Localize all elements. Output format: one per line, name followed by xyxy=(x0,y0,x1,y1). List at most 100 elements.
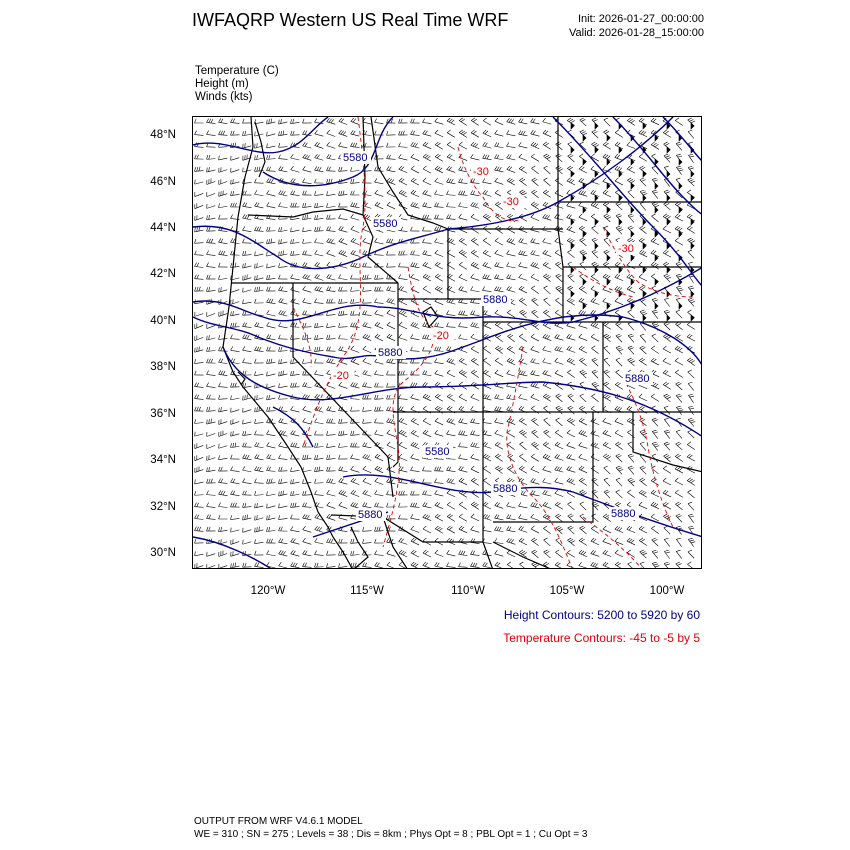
wind-barb-feather xyxy=(567,129,572,133)
wind-barb-feather xyxy=(495,201,500,205)
wind-barb-feather xyxy=(690,479,695,484)
wind-barb-feather xyxy=(472,178,476,183)
wind-barb xyxy=(218,157,228,161)
wind-barb-feather xyxy=(434,393,439,397)
wind-barb-feather xyxy=(532,478,536,483)
wind-barb-feather xyxy=(352,502,356,507)
wind-barb xyxy=(422,565,431,568)
wind-barb-feather xyxy=(494,309,499,314)
wind-barb-feather xyxy=(471,369,476,373)
wind-barb xyxy=(326,434,336,436)
wind-barb-feather xyxy=(666,157,672,160)
wind-barb xyxy=(555,432,563,438)
wind-barb xyxy=(242,362,252,364)
wind-barb-feather xyxy=(386,177,390,182)
wind-barb xyxy=(530,276,540,282)
wind-barb xyxy=(290,218,300,220)
wind-barb-feather xyxy=(266,166,269,171)
wind-barb xyxy=(362,290,372,292)
wind-barb-feather xyxy=(232,238,236,243)
wind-barb-feather xyxy=(314,358,317,364)
wind-barb-feather xyxy=(494,262,498,267)
wind-barb xyxy=(302,314,312,316)
wind-barb-feather xyxy=(386,382,389,388)
wind-barb xyxy=(446,492,456,498)
wind-barb-feather xyxy=(316,154,320,159)
wind-barb-feather xyxy=(498,348,503,352)
wind-barb-feather xyxy=(198,526,202,532)
wind-barb-feather xyxy=(518,213,523,217)
wind-barb-feather xyxy=(555,285,560,289)
wind-barb-feather xyxy=(302,490,305,496)
wind-barb xyxy=(530,121,540,125)
wind-barb-feather xyxy=(304,322,307,328)
wind-barb-feather xyxy=(603,489,609,492)
wind-barb-feather xyxy=(639,285,644,289)
wind-barb-feather xyxy=(640,406,645,411)
wind-barb xyxy=(254,541,264,545)
weather-map[interactable]: 5580 5580 5580 5880 5880 5880 5880 5880 5880 -30-… xyxy=(192,116,702,569)
wind-barb-feather xyxy=(458,334,462,339)
wind-barb-feather xyxy=(689,407,695,410)
wind-barb-feather xyxy=(400,286,404,291)
wind-barb-feather xyxy=(278,274,281,280)
wind-barb-feather xyxy=(390,358,394,364)
wind-barb-feather xyxy=(458,273,463,278)
height-contour-label-bg xyxy=(623,372,653,385)
wind-barb-feather xyxy=(675,501,680,505)
wind-barb-feather xyxy=(338,551,340,556)
wind-barb-feather xyxy=(629,335,634,338)
wind-barb-feather xyxy=(592,322,597,327)
wind-barb-feather xyxy=(376,466,381,471)
wind-barb-flag xyxy=(690,194,695,202)
wind-barb xyxy=(362,228,372,234)
wind-barb-feather xyxy=(530,201,535,205)
wind-barb xyxy=(518,505,528,509)
wind-barb-feather xyxy=(402,250,405,256)
wind-barb-feather xyxy=(665,443,670,446)
wind-barb-feather xyxy=(590,189,594,194)
wind-barb xyxy=(554,444,564,450)
wind-barb xyxy=(242,265,252,269)
wind-barb-feather xyxy=(366,394,369,400)
wind-barb-feather xyxy=(532,502,536,507)
wind-barb xyxy=(206,254,216,256)
wind-barb xyxy=(494,564,503,568)
wind-barb-feather xyxy=(664,537,669,540)
wind-barb-feather xyxy=(278,526,281,532)
wind-barb-feather xyxy=(208,478,211,484)
wind-barb-feather xyxy=(328,238,332,243)
wind-barb-flag xyxy=(630,254,635,262)
wind-barb-feather xyxy=(294,382,297,388)
wind-barb-feather xyxy=(376,454,381,459)
wind-barb-feather xyxy=(458,190,461,195)
wind-barb-feather xyxy=(530,250,534,255)
wind-barb-feather xyxy=(508,466,514,470)
wind-barb-feather xyxy=(374,130,377,136)
init-time: Init: 2026-01-27_00:00:00 xyxy=(578,13,704,25)
wind-barb-feather xyxy=(496,514,500,519)
wind-barb-feather xyxy=(258,466,262,472)
wind-barb-feather xyxy=(422,537,427,542)
wind-barb xyxy=(374,241,384,245)
wind-barb-feather xyxy=(268,119,270,124)
wind-barb-feather xyxy=(314,118,318,123)
wind-barb-feather xyxy=(374,526,377,532)
wind-barb-feather xyxy=(258,226,262,232)
wind-barb-feather xyxy=(567,273,572,277)
wind-barb-feather xyxy=(230,250,233,255)
puget-sound xyxy=(254,121,266,178)
wind-barb-feather xyxy=(218,407,220,413)
wind-barb-feather xyxy=(533,551,538,554)
wind-barb xyxy=(494,240,504,246)
wind-barb-feather xyxy=(446,165,450,170)
wind-barb-feather xyxy=(448,526,453,531)
wind-barb-feather xyxy=(314,455,316,460)
wind-barb xyxy=(591,276,599,282)
wind-barb xyxy=(470,554,480,556)
wind-barb-feather xyxy=(641,467,646,470)
wind-barb-feather xyxy=(304,262,308,267)
wind-barb-feather xyxy=(662,225,667,230)
wind-barb-feather xyxy=(318,407,322,412)
wind-barb xyxy=(326,277,336,281)
